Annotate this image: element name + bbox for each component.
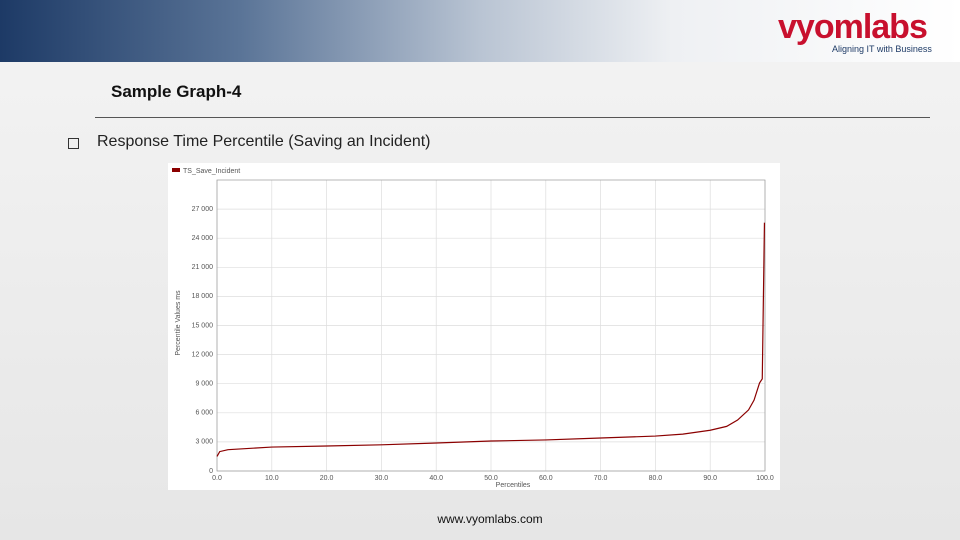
- bullet-icon: [68, 138, 79, 149]
- y-tick-label: 21 000: [192, 264, 214, 271]
- divider: [95, 117, 930, 118]
- x-tick-label: 50.0: [484, 475, 498, 482]
- y-tick-label: 9 000: [195, 381, 213, 388]
- y-tick-label: 18 000: [192, 293, 214, 300]
- legend-swatch: [172, 168, 180, 172]
- slide-title: Sample Graph-4: [111, 82, 242, 101]
- y-tick-label: 3 000: [195, 439, 213, 446]
- x-tick-label: 60.0: [539, 475, 553, 482]
- plot-frame: [216, 179, 766, 472]
- y-axis-label: Percentile Values ms: [175, 290, 182, 356]
- chart: Percentiles Percentile Values ms 0 3 000 6…: [168, 163, 780, 490]
- y-tick-label: 0: [209, 468, 213, 475]
- x-axis-label: Percentiles: [496, 482, 531, 489]
- x-tick-label: 100.0: [756, 475, 774, 482]
- footer: www.vyomlabs.com: [437, 512, 543, 526]
- data-line: [216, 222, 766, 457]
- logo: vyomlabs: [778, 8, 928, 46]
- x-tick-label: 0.0: [212, 475, 222, 482]
- y-tick-label: 15 000: [192, 322, 214, 329]
- x-tick-label: 10.0: [265, 475, 279, 482]
- x-tick-label: 20.0: [320, 475, 334, 482]
- chart-background: [168, 163, 780, 490]
- x-tick-label: 90.0: [703, 475, 717, 482]
- legend-label: TS_Save_Incident: [183, 168, 240, 175]
- bullet-text: Response Time Percentile (Saving an Inci…: [97, 133, 431, 150]
- header-band: [0, 0, 960, 62]
- x-tick-label: 70.0: [594, 475, 608, 482]
- x-tick-label: 30.0: [375, 475, 389, 482]
- x-tick-label: 40.0: [429, 475, 443, 482]
- y-tick-label: 12 000: [192, 351, 214, 358]
- y-tick-label: 6 000: [195, 410, 213, 417]
- y-tick-label: 27 000: [192, 206, 214, 213]
- tagline: Aligning IT with Business: [832, 44, 932, 54]
- y-tick-label: 24 000: [192, 235, 214, 242]
- x-tick-label: 80.0: [649, 475, 663, 482]
